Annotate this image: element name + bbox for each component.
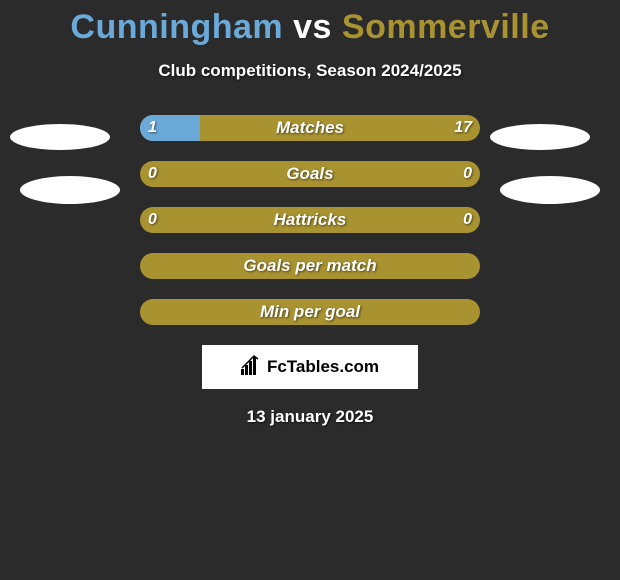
subtitle: Club competitions, Season 2024/2025 [0, 61, 620, 81]
logo-box: FcTables.com [202, 345, 418, 389]
team-badge-placeholder [10, 124, 110, 150]
team-badge-placeholder [490, 124, 590, 150]
title-vs: vs [293, 8, 332, 46]
bar-track [140, 253, 480, 279]
bar-track [140, 299, 480, 325]
bar-track [140, 207, 480, 233]
page-title: Cunningham vs Sommerville [0, 0, 620, 47]
logo-text: FcTables.com [267, 357, 379, 377]
team-badge-placeholder [500, 176, 600, 204]
bar-fill-left [140, 115, 200, 141]
stat-row: Goals per match [0, 253, 620, 279]
bar-track [140, 161, 480, 187]
date: 13 january 2025 [0, 407, 620, 427]
title-player2: Sommerville [342, 8, 550, 46]
team-badge-placeholder [20, 176, 120, 204]
stat-row: Min per goal [0, 299, 620, 325]
chart-icon [241, 355, 263, 380]
bar-track [140, 115, 480, 141]
title-player1: Cunningham [70, 8, 283, 46]
stat-row: Hattricks00 [0, 207, 620, 233]
